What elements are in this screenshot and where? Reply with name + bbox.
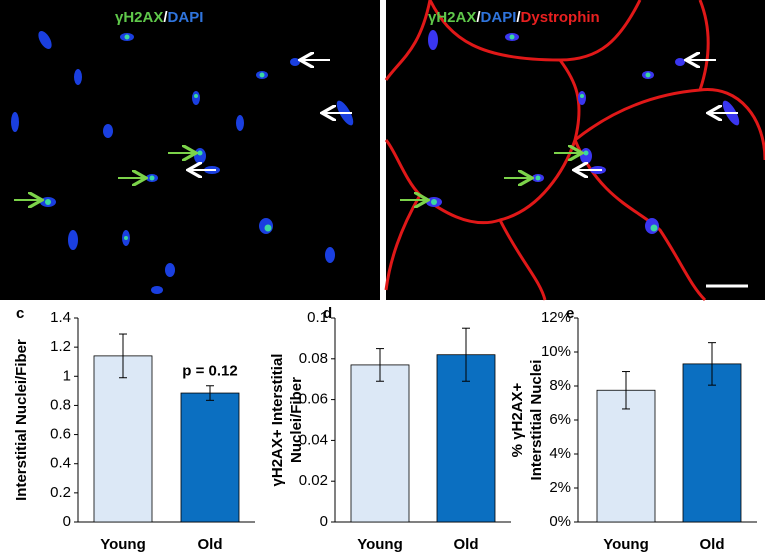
y-tick-label: 0% — [549, 513, 571, 530]
x-tick-label: Young — [357, 536, 403, 553]
x-tick-label: Old — [700, 536, 725, 553]
y-tick-label: 4% — [549, 445, 571, 462]
error-bar — [119, 333, 127, 379]
y-tick-label: 0.2 — [50, 484, 71, 501]
y-axis-label: Nuclei/Fiber — [288, 377, 305, 463]
annotation: p = 0.12 — [182, 363, 237, 380]
y-tick-label: 0.04 — [299, 431, 328, 448]
y-tick-label: 1.2 — [50, 338, 71, 355]
image-label: γH2AX/DAPI — [115, 9, 203, 26]
y-tick-label: 0.1 — [307, 309, 328, 326]
y-tick-label: 2% — [549, 479, 571, 496]
label-part: γH2AX — [115, 9, 163, 26]
y-tick-label: 8% — [549, 377, 571, 394]
bar — [682, 363, 742, 523]
bar — [596, 389, 656, 523]
x-tick-label: Young — [100, 536, 146, 553]
label-part: DAPI — [481, 9, 517, 26]
label-part: / — [476, 9, 481, 26]
panel-letter: c — [16, 305, 24, 322]
y-tick-label: 6% — [549, 411, 571, 428]
y-tick-label: 0.6 — [50, 426, 71, 443]
panel-letter: a — [10, 11, 19, 28]
image-label: γH2AX/DAPI/Dystrophin — [428, 9, 600, 26]
y-tick-label: 0.4 — [50, 455, 71, 472]
bar — [180, 392, 240, 523]
bar — [350, 364, 410, 523]
error-bar — [376, 348, 384, 382]
error-bar — [206, 385, 214, 401]
y-axis-label: γH2AX+ Interstitial — [269, 354, 286, 487]
y-axis-label: Interstitial Nuclei — [528, 360, 545, 481]
y-tick-label: 12% — [541, 309, 571, 326]
error-bar — [622, 371, 630, 410]
label-part: γH2AX — [428, 9, 476, 26]
error-bar — [708, 342, 716, 386]
label-part: DAPI — [168, 9, 204, 26]
error-bar — [462, 327, 470, 382]
y-tick-label: 1 — [63, 367, 71, 384]
micrograph-b — [384, 0, 765, 302]
y-tick-label: 0.02 — [299, 472, 328, 489]
x-tick-label: Old — [454, 536, 479, 553]
bar — [436, 354, 496, 523]
y-tick-label: 1.4 — [50, 309, 71, 326]
y-tick-label: 0.8 — [50, 396, 71, 413]
y-tick-label: 0.06 — [299, 391, 328, 408]
y-tick-label: 0 — [320, 513, 328, 530]
y-axis-label: Interstitial Nuclei/Fiber — [13, 339, 30, 501]
bar — [93, 355, 153, 523]
label-part: Dystrophin — [521, 9, 600, 26]
panel-letter: b — [396, 11, 405, 28]
label-part: / — [516, 9, 521, 26]
micrograph-a — [0, 0, 380, 300]
panel-letter: d — [323, 305, 332, 322]
label-part: / — [163, 9, 168, 26]
y-tick-label: 0.08 — [299, 350, 328, 367]
panel-letter: e — [566, 305, 574, 322]
y-axis-label: % γH2AX+ — [509, 382, 526, 457]
x-tick-label: Young — [603, 536, 649, 553]
y-tick-label: 10% — [541, 343, 571, 360]
x-tick-label: Old — [198, 536, 223, 553]
y-tick-label: 0 — [63, 513, 71, 530]
